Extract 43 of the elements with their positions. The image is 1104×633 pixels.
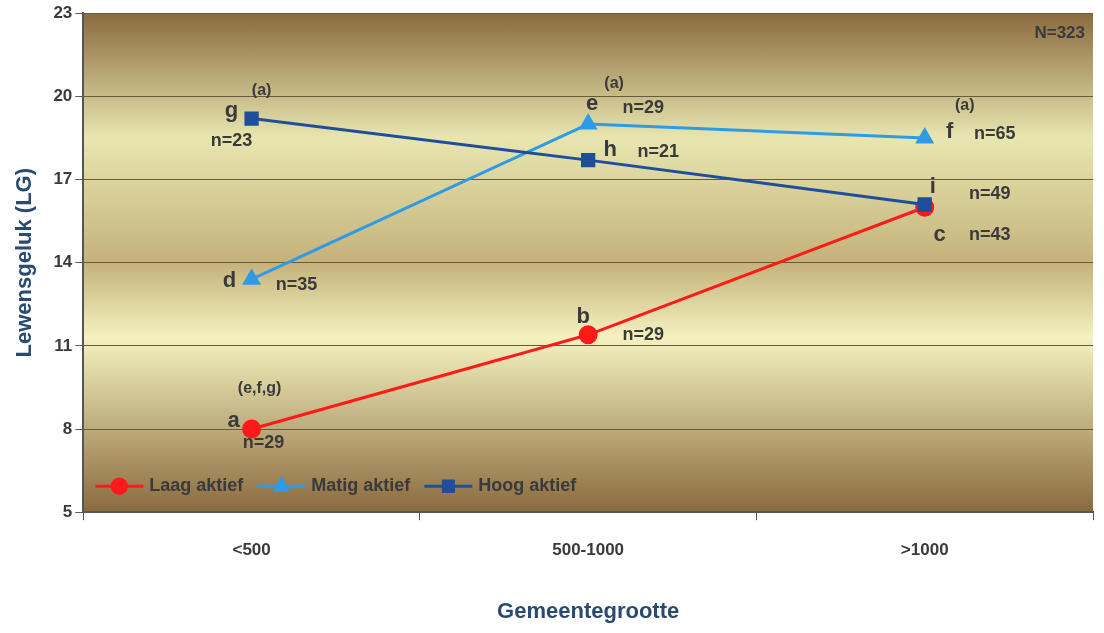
point xyxy=(916,128,934,144)
annotation: n=65 xyxy=(973,122,1016,143)
annotation: n=29 xyxy=(622,323,664,344)
annotation: n=23 xyxy=(210,129,253,150)
annotation: n=21 xyxy=(637,141,679,162)
y-tick-label: 5 xyxy=(62,501,73,521)
x-tick-label: >1000 xyxy=(900,540,949,560)
annotation: n=29 xyxy=(242,432,285,452)
annotation: N=323 xyxy=(1034,22,1085,42)
annotation: i xyxy=(929,172,936,198)
y-tick-label: 11 xyxy=(54,335,73,355)
annotation: n=35 xyxy=(275,274,318,295)
point xyxy=(578,325,598,345)
y-tick-label: 17 xyxy=(53,169,73,189)
x-axis-title: Gemeentegrootte xyxy=(497,597,680,623)
y-tick-label: 14 xyxy=(53,252,73,272)
annotation: e xyxy=(586,90,599,116)
annotation: h xyxy=(603,136,617,162)
y-tick-label: 8 xyxy=(62,418,73,438)
point xyxy=(581,152,596,168)
annotation: b xyxy=(576,302,590,328)
legend-label: Hoog aktief xyxy=(478,475,578,496)
annotation: (a) xyxy=(954,96,975,114)
annotation: n=43 xyxy=(968,224,1011,245)
annotation: (a) xyxy=(604,74,624,92)
annotation: n=29 xyxy=(622,97,664,118)
x-tick-label: <500 xyxy=(232,540,271,560)
annotation: c xyxy=(933,221,946,247)
annotation: a xyxy=(227,407,241,433)
y-tick-label: 23 xyxy=(53,2,73,22)
legend-label: Matig aktief xyxy=(311,475,412,496)
point xyxy=(244,111,259,126)
annotation: (a) xyxy=(251,80,272,98)
x-tick-label: 500-1000 xyxy=(552,540,625,560)
point xyxy=(579,114,597,130)
annotation: d xyxy=(222,267,237,293)
y-tick-label: 20 xyxy=(53,86,73,106)
legend-label: Laag aktief xyxy=(149,475,245,496)
annotation: (e,f,g) xyxy=(237,379,282,397)
annotation: n=49 xyxy=(968,183,1011,204)
annotation: g xyxy=(224,96,239,122)
annotation: f xyxy=(946,118,955,144)
y-axis-title: Lewensgeluk (LG) xyxy=(11,167,37,358)
